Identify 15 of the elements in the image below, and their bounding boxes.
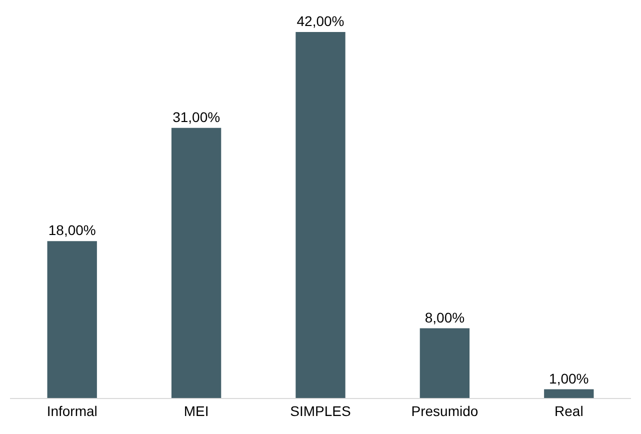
x-tick-label: SIMPLES [290,402,351,419]
data-label: 18,00% [48,222,96,238]
data-label: 1,00% [549,370,589,386]
data-label: 31,00% [172,108,220,125]
bar [544,389,594,398]
data-label: 8,00% [424,309,465,326]
bar [47,241,97,398]
x-tick-label: Real [554,402,584,419]
bar [420,328,470,398]
x-tick-label: Presumido [411,402,478,419]
bar [296,32,346,398]
data-label: 42,00% [296,13,344,29]
x-tick-label: Informal [46,402,98,419]
bar [171,128,222,398]
x-tick-label: MEI [184,402,209,419]
